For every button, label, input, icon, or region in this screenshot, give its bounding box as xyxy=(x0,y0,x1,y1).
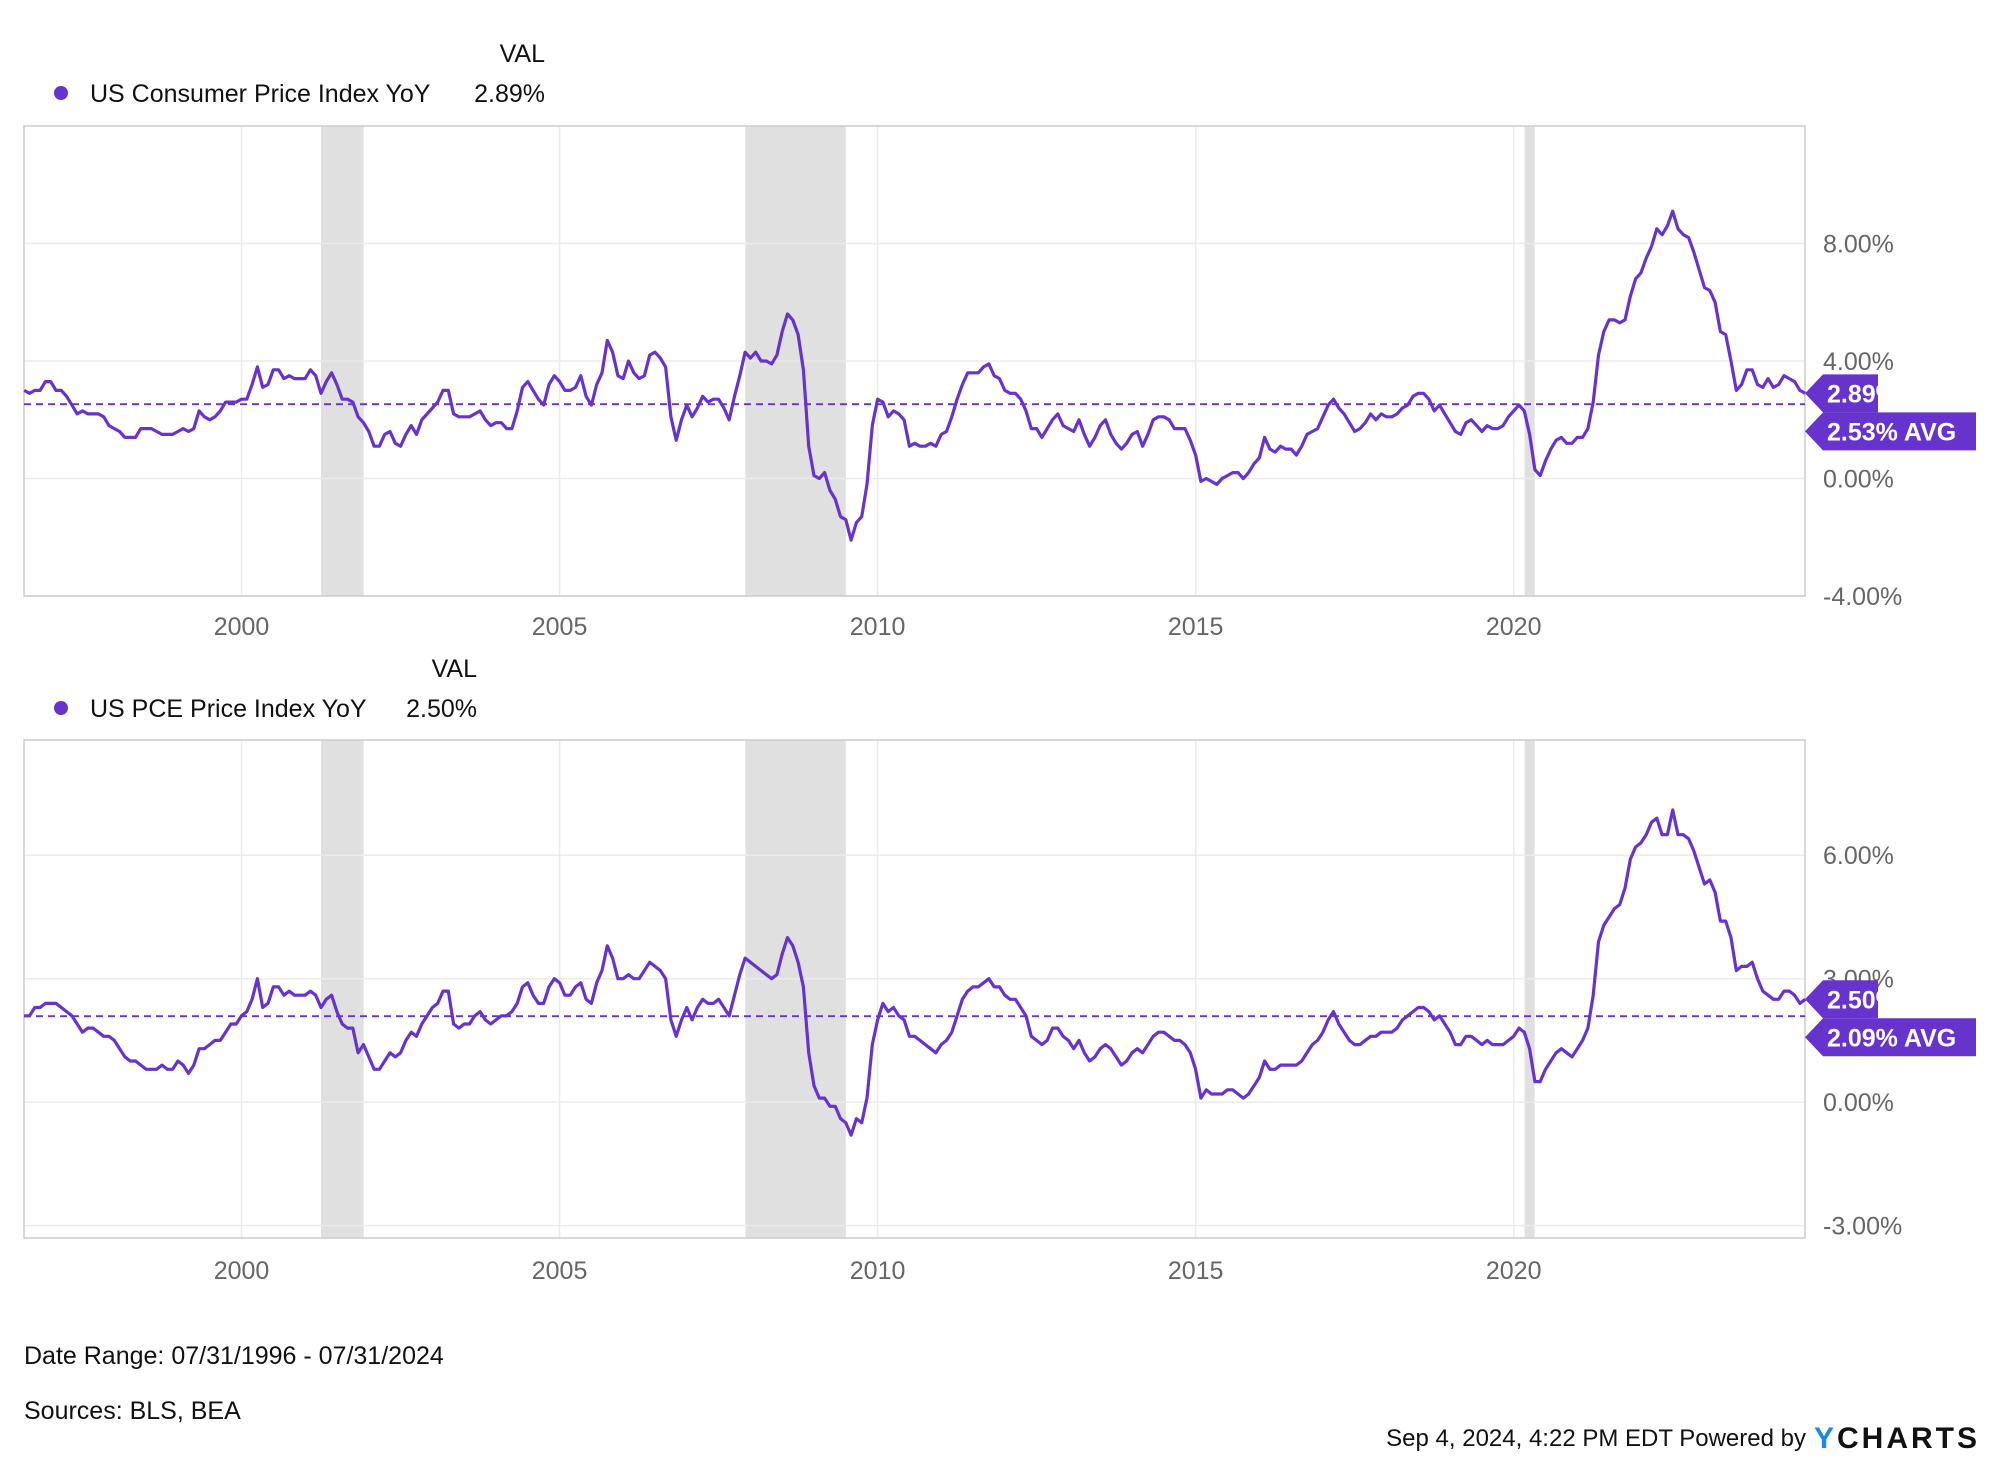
recession-band xyxy=(321,740,364,1238)
y-tick-label: -4.00% xyxy=(1823,583,1902,611)
y-tick-label: 8.00% xyxy=(1823,231,1894,259)
x-tick-label: 2015 xyxy=(1168,1257,1224,1285)
average-tag-label: 2.09% AVG xyxy=(1827,1024,1956,1052)
y-tick-label: 0.00% xyxy=(1823,466,1894,494)
y-tick-label: -3.00% xyxy=(1823,1213,1902,1241)
date-range: Date Range: 07/31/1996 - 07/31/2024 xyxy=(24,1342,444,1370)
legend-header: VAL xyxy=(432,655,477,683)
last-value-tag-label: 2.89% xyxy=(1827,380,1898,408)
x-tick-label: 2015 xyxy=(1168,613,1224,641)
legend-value: 2.50% xyxy=(406,695,477,723)
last-value-tag xyxy=(1805,980,1878,1019)
y-tick-label: 4.00% xyxy=(1823,348,1894,376)
average-tag xyxy=(1805,1018,1976,1057)
ycharts-logo[interactable]: YCHARTS xyxy=(1813,1422,1980,1455)
last-value-tag-label: 2.50% xyxy=(1827,986,1898,1014)
x-tick-label: 2000 xyxy=(214,613,270,641)
x-tick-label: 2010 xyxy=(850,1257,906,1285)
legend: VAL US Consumer Price Index YoY 2.89% xyxy=(54,40,545,108)
x-tick-label: 2005 xyxy=(532,1257,588,1285)
series-line xyxy=(24,808,1807,1137)
average-tag-label: 2.53% AVG xyxy=(1827,418,1956,446)
legend-header: VAL xyxy=(500,40,545,68)
legend-marker xyxy=(54,86,68,100)
y-tick-label: 6.00% xyxy=(1823,842,1894,870)
y-tick-label: 0.00% xyxy=(1823,1089,1894,1117)
timestamp: Sep 4, 2024, 4:22 PM EDT Powered by xyxy=(1386,1425,1806,1452)
recession-band xyxy=(745,740,846,1238)
x-tick-label: 2010 xyxy=(850,613,906,641)
average-tag xyxy=(1805,412,1976,451)
series-line xyxy=(23,209,1806,542)
sources: Sources: BLS, BEA xyxy=(24,1397,241,1425)
legend-value: 2.89% xyxy=(474,80,545,108)
plot-frame xyxy=(23,739,1806,1239)
legend-series-name[interactable]: US PCE Price Index YoY xyxy=(90,695,367,723)
last-value-tag xyxy=(1805,374,1878,413)
legend-marker xyxy=(54,701,68,715)
legend: VAL US PCE Price Index YoY 2.50% xyxy=(54,655,477,723)
x-tick-label: 2005 xyxy=(532,613,588,641)
footer-stamp: Sep 4, 2024, 4:22 PM EDT Powered by YCHA… xyxy=(1386,1422,1980,1456)
x-tick-label: 2020 xyxy=(1486,1257,1542,1285)
chart-panel-1: -4.00% 0.00% 4.00% 8.00% 2000 2005 2010 2015 202… xyxy=(23,40,1976,641)
legend-series-name[interactable]: US Consumer Price Index YoY xyxy=(90,80,431,108)
x-tick-label: 2000 xyxy=(214,1257,270,1285)
chart-panel-2: -3.00%0.00%3.00%6.00%2000 2005 2010 2015 202… xyxy=(23,655,1976,1285)
plot-frame xyxy=(23,125,1806,597)
x-tick-label: 2020 xyxy=(1486,613,1542,641)
recession-band xyxy=(1524,740,1535,1238)
